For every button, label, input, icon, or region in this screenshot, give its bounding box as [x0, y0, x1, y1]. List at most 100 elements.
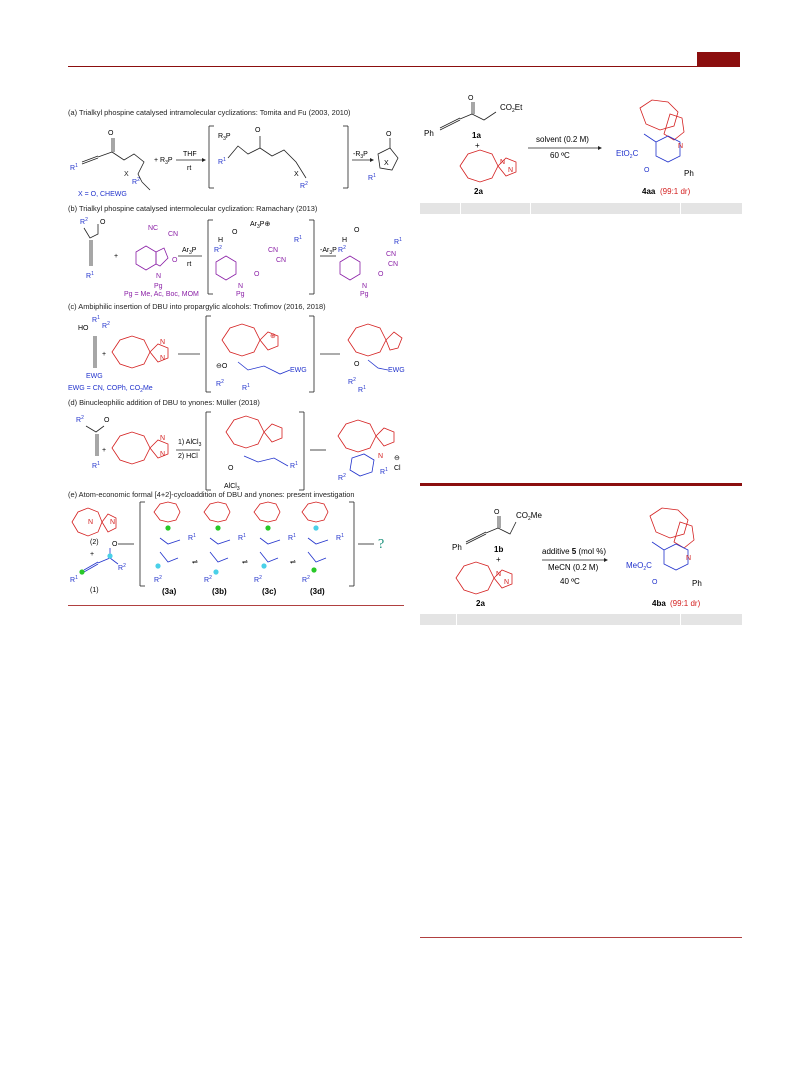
intermediate-3a: (3a) [162, 587, 177, 596]
scheme-a-graphic: O R1 X R2 + R3P THF rt R3P O R1 X R2 -R3… [70, 125, 399, 198]
svg-text:EWG: EWG [290, 367, 307, 374]
svg-text:X: X [294, 171, 299, 178]
svg-text:+: + [102, 351, 106, 358]
svg-text:⇌: ⇌ [242, 559, 248, 566]
svg-text:⊖O: ⊖O [216, 363, 228, 370]
scheme-label-a: (a) Trialkyl phospine catalysed intramol… [68, 108, 351, 117]
svg-text:-R3P: -R3P [353, 151, 368, 160]
reaction-bottom: O Ph CO2Me 1b + N N 2a additive 5 (mol %… [420, 500, 742, 610]
svg-text:O: O [228, 465, 234, 472]
cond-bottom-3: 40 ºC [560, 577, 580, 586]
dr-top: (99:1 dr) [660, 187, 691, 196]
svg-text:Pg: Pg [154, 283, 163, 290]
svg-text:R1: R1 [288, 533, 296, 542]
svg-text:R2: R2 [204, 575, 212, 584]
svg-text:O: O [255, 127, 261, 134]
svg-text:N: N [686, 555, 691, 562]
substituent-top: CO2Et [500, 103, 523, 114]
scheme-label-d: (d) Binucleophilic addition of DBU to yn… [68, 398, 260, 407]
svg-text:O: O [254, 271, 260, 278]
svg-text:CN: CN [386, 251, 396, 258]
svg-text:R3P: R3P [218, 133, 231, 142]
svg-text:O: O [100, 219, 106, 226]
scheme-d-graphic: R2 O R1 + N N 1) AlCl3 2) HCl O AlCl3 R1… [76, 411, 401, 492]
svg-text:R1: R1 [238, 533, 246, 542]
scheme-label-b: (b) Trialkyl phospine catalysed intermol… [68, 204, 318, 213]
svg-text:X: X [124, 171, 129, 178]
svg-text:O: O [494, 509, 500, 516]
svg-text:R2: R2 [80, 217, 88, 226]
svg-text:R1: R1 [394, 237, 402, 246]
svg-text:EWG: EWG [388, 367, 405, 374]
svg-text:rt: rt [187, 261, 191, 268]
svg-text:R2: R2 [348, 377, 356, 386]
ewg-note: EWG = CN, COPh, CO2Me [68, 385, 153, 394]
svg-text:CN: CN [168, 231, 178, 238]
ph-bottom: Ph [452, 543, 462, 552]
intermediate-3c: (3c) [262, 587, 277, 596]
reactant-2a-top: 2a [474, 187, 483, 196]
svg-text:R2: R2 [338, 245, 346, 254]
cond-d-1: 1) AlCl3 [178, 439, 202, 448]
svg-text:Pg: Pg [360, 291, 369, 298]
svg-text:R1: R1 [242, 383, 250, 392]
svg-text:O: O [644, 167, 650, 174]
svg-text:R2: R2 [216, 379, 224, 388]
product-4ba: 4ba [652, 599, 666, 608]
svg-text:R1: R1 [92, 315, 100, 324]
svg-text:N: N [160, 339, 165, 346]
header-tab [697, 52, 740, 66]
svg-text:R1: R1 [294, 235, 302, 244]
svg-text:N: N [110, 519, 115, 526]
table-bottom-rule [420, 937, 742, 938]
reactant-1a: 1a [472, 131, 481, 140]
svg-text:R1: R1 [336, 533, 344, 542]
svg-text:N: N [88, 519, 93, 526]
svg-text:R1: R1 [86, 271, 94, 280]
svg-text:Cl: Cl [394, 465, 401, 472]
substituent-bottom: CO2Me [516, 511, 542, 522]
svg-text:N: N [378, 453, 383, 460]
cond-bottom-1: additive 5 (mol %) [542, 547, 606, 556]
svg-text:⊕: ⊕ [270, 333, 276, 340]
svg-text:X = O, CHEWG: X = O, CHEWG [78, 191, 127, 198]
svg-text:N: N [362, 283, 367, 290]
svg-text:N: N [238, 283, 243, 290]
ester-bottom: MeO2C [626, 561, 652, 572]
reactant-2a-bottom: 2a [476, 599, 485, 608]
svg-text:R1: R1 [70, 163, 78, 172]
intermediate-3b: (3b) [212, 587, 227, 596]
ph-top: Ph [424, 129, 434, 138]
svg-text:O: O [104, 417, 110, 424]
svg-text:O: O [378, 271, 384, 278]
svg-text:H: H [218, 237, 223, 244]
svg-text:N: N [156, 273, 161, 280]
svg-text:NC: NC [148, 225, 158, 232]
svg-text:Ar3P: Ar3P [182, 247, 197, 256]
svg-text:Ar3P⊕: Ar3P⊕ [250, 221, 270, 230]
svg-text:N: N [504, 579, 509, 586]
svg-text:O: O [354, 361, 360, 368]
svg-text:X: X [384, 160, 389, 167]
scheme-b-graphic: R2 O R1 + NC CN O N Pg Pg = Me, Ac, Boc,… [80, 217, 402, 298]
reaction-top: O Ph CO2Et 1a + N N 2a solvent (0.2 M) 6… [420, 92, 742, 202]
svg-text:R1: R1 [188, 533, 196, 542]
svg-text:AlCl3: AlCl3 [224, 483, 240, 492]
reagent-a: R3P [160, 157, 173, 166]
svg-text:O: O [354, 227, 360, 234]
svg-text:⊖: ⊖ [394, 455, 400, 462]
svg-text:R2: R2 [76, 415, 84, 424]
svg-text:CN: CN [268, 247, 278, 254]
svg-text:O: O [232, 229, 238, 236]
svg-text:CN: CN [276, 257, 286, 264]
svg-text:-Ar3P: -Ar3P [320, 247, 337, 256]
svg-text:rt: rt [187, 165, 191, 172]
cond-top-1: solvent (0.2 M) [536, 135, 589, 144]
reaction-bottom-graphic: O Ph CO2Me 1b + N N 2a additive 5 (mol %… [452, 507, 702, 608]
scheme-label-e: (e) Atom-economic formal [4+2]-cycloaddi… [68, 490, 355, 499]
svg-text:R2: R2 [132, 177, 140, 186]
svg-text:O: O [108, 130, 114, 137]
svg-text:+: + [114, 253, 118, 260]
svg-text:R2: R2 [102, 321, 110, 330]
svg-text:+: + [102, 447, 106, 454]
